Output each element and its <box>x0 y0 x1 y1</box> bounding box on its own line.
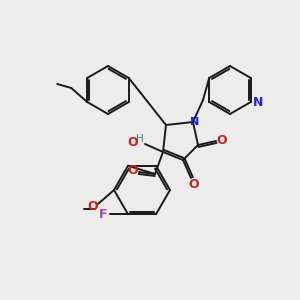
Text: O: O <box>217 134 227 146</box>
Text: N: N <box>190 117 200 127</box>
Text: H: H <box>136 134 144 144</box>
Text: O: O <box>128 136 138 149</box>
Text: O: O <box>189 178 199 191</box>
Text: F: F <box>99 208 107 221</box>
Text: N: N <box>253 95 263 109</box>
Text: O: O <box>128 164 138 178</box>
Text: O: O <box>88 200 98 212</box>
